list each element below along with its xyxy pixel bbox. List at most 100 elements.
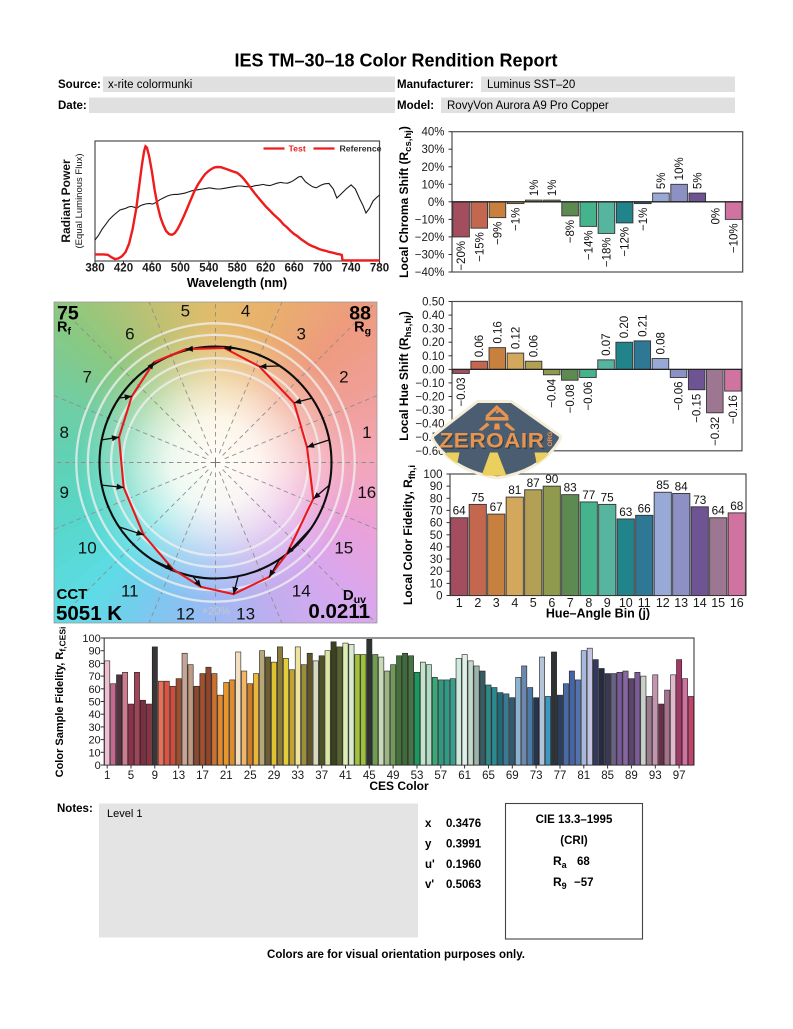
svg-text:−0.06: −0.06 bbox=[583, 382, 595, 411]
svg-text:61: 61 bbox=[458, 770, 471, 782]
svg-text:−0.16: −0.16 bbox=[728, 395, 740, 424]
svg-text:Reference: Reference bbox=[340, 144, 382, 154]
svg-text:70: 70 bbox=[88, 671, 100, 683]
svg-text:1: 1 bbox=[362, 423, 371, 442]
svg-text:20: 20 bbox=[88, 735, 100, 747]
svg-text:64: 64 bbox=[712, 504, 726, 518]
svg-text:16: 16 bbox=[357, 483, 376, 502]
svg-text:Test: Test bbox=[289, 144, 306, 154]
svg-text:8: 8 bbox=[59, 423, 68, 442]
svg-text:6: 6 bbox=[548, 596, 555, 610]
svg-text:5: 5 bbox=[530, 596, 537, 610]
svg-text:−0.32: −0.32 bbox=[710, 417, 722, 446]
svg-text:10%: 10% bbox=[421, 179, 444, 191]
svg-text:90: 90 bbox=[430, 481, 443, 493]
svg-text:29: 29 bbox=[268, 770, 281, 782]
svg-text:700: 700 bbox=[313, 263, 332, 275]
svg-text:CIE 13.3–1995: CIE 13.3–1995 bbox=[536, 814, 613, 826]
svg-text:85: 85 bbox=[601, 770, 614, 782]
svg-text:80: 80 bbox=[88, 658, 100, 670]
svg-text:0.50: 0.50 bbox=[422, 297, 444, 309]
svg-text:41: 41 bbox=[339, 770, 352, 782]
svg-text:68: 68 bbox=[577, 856, 590, 868]
svg-text:57: 57 bbox=[434, 770, 447, 782]
svg-text:77: 77 bbox=[554, 770, 567, 782]
svg-text:5: 5 bbox=[128, 770, 134, 782]
svg-text:85: 85 bbox=[656, 478, 670, 492]
svg-text:13: 13 bbox=[674, 596, 688, 610]
svg-text:60: 60 bbox=[88, 684, 100, 696]
svg-text:25: 25 bbox=[244, 770, 257, 782]
svg-text:RovyVon Aurora A9 Pro Copper: RovyVon Aurora A9 Pro Copper bbox=[447, 100, 609, 112]
svg-text:13: 13 bbox=[236, 604, 255, 623]
svg-text:Date:: Date: bbox=[58, 100, 87, 112]
svg-text:20%: 20% bbox=[421, 162, 444, 174]
svg-text:9: 9 bbox=[152, 770, 158, 782]
svg-text:CES Color: CES Color bbox=[369, 779, 429, 793]
svg-text:(Equal Luminous Flux): (Equal Luminous Flux) bbox=[74, 153, 85, 248]
svg-text:0.30: 0.30 bbox=[422, 324, 444, 336]
svg-text:68: 68 bbox=[730, 499, 744, 513]
svg-text:64: 64 bbox=[453, 504, 467, 518]
svg-text:−30%: −30% bbox=[415, 249, 445, 261]
svg-text:−0.03: −0.03 bbox=[456, 377, 468, 406]
svg-text:80: 80 bbox=[430, 493, 443, 505]
svg-text:0.16: 0.16 bbox=[492, 321, 504, 343]
svg-text:Hue–Angle Bin (j): Hue–Angle Bin (j) bbox=[546, 607, 650, 621]
svg-text:−0.20: −0.20 bbox=[415, 392, 444, 404]
svg-text:40%: 40% bbox=[421, 127, 444, 139]
svg-text:Notes:: Notes: bbox=[57, 803, 93, 815]
svg-text:100: 100 bbox=[423, 469, 442, 481]
svg-text:−0.15: −0.15 bbox=[692, 394, 704, 423]
svg-text:0.40: 0.40 bbox=[422, 310, 444, 322]
svg-text:3: 3 bbox=[493, 596, 500, 610]
svg-text:0%: 0% bbox=[428, 197, 445, 209]
svg-text:500: 500 bbox=[171, 263, 190, 275]
svg-text:−0.04: −0.04 bbox=[547, 378, 559, 408]
svg-text:u': u' bbox=[425, 859, 435, 871]
svg-text:0%: 0% bbox=[710, 208, 722, 225]
svg-text:ZEROAIR: ZEROAIR bbox=[440, 430, 545, 453]
svg-text:780: 780 bbox=[370, 263, 389, 275]
svg-text:0.06: 0.06 bbox=[529, 335, 541, 357]
svg-text:7: 7 bbox=[567, 596, 574, 610]
svg-text:Local Chroma Shift (Rcs,hj): Local Chroma Shift (Rcs,hj) bbox=[397, 126, 414, 278]
svg-text:67: 67 bbox=[490, 500, 503, 514]
svg-text:0.00: 0.00 bbox=[422, 364, 444, 376]
svg-text:v': v' bbox=[425, 879, 434, 891]
svg-text:0.20: 0.20 bbox=[422, 337, 444, 349]
svg-text:97: 97 bbox=[673, 770, 686, 782]
svg-text:50: 50 bbox=[430, 530, 443, 542]
svg-text:88: 88 bbox=[349, 303, 371, 325]
svg-text:Local Color Fidelity, Rfh,i: Local Color Fidelity, Rfh,i bbox=[401, 465, 418, 605]
svg-text:x: x bbox=[425, 818, 432, 830]
svg-text:−14%: −14% bbox=[583, 230, 595, 260]
svg-text:2: 2 bbox=[474, 596, 481, 610]
svg-text:37: 37 bbox=[315, 770, 328, 782]
svg-text:ZEROAIR: ZEROAIR bbox=[441, 431, 546, 454]
svg-text:10: 10 bbox=[78, 539, 97, 558]
svg-text:4: 4 bbox=[511, 596, 518, 610]
svg-text:0.3476: 0.3476 bbox=[446, 818, 481, 830]
svg-text:Wavelength (nm): Wavelength (nm) bbox=[187, 276, 287, 290]
svg-text:81: 81 bbox=[577, 770, 590, 782]
svg-text:14: 14 bbox=[292, 581, 311, 600]
svg-text:−12%: −12% bbox=[620, 227, 632, 257]
svg-text:0.21: 0.21 bbox=[637, 314, 649, 336]
svg-text:580: 580 bbox=[228, 263, 247, 275]
svg-text:−40%: −40% bbox=[415, 267, 445, 279]
svg-text:100: 100 bbox=[82, 633, 100, 645]
svg-text:45: 45 bbox=[363, 770, 376, 782]
svg-text:60: 60 bbox=[430, 518, 443, 530]
svg-text:−1%: −1% bbox=[511, 208, 523, 231]
svg-text:−18%: −18% bbox=[601, 237, 613, 267]
svg-text:3: 3 bbox=[296, 325, 305, 344]
svg-text:50: 50 bbox=[88, 697, 100, 709]
svg-text:14: 14 bbox=[693, 596, 707, 610]
svg-text:87: 87 bbox=[527, 476, 540, 490]
svg-text:0.1960: 0.1960 bbox=[446, 859, 481, 871]
svg-text:−0.40: −0.40 bbox=[415, 419, 444, 431]
svg-text:4: 4 bbox=[241, 302, 250, 321]
svg-text:63: 63 bbox=[619, 505, 633, 519]
svg-text:2: 2 bbox=[339, 367, 348, 386]
